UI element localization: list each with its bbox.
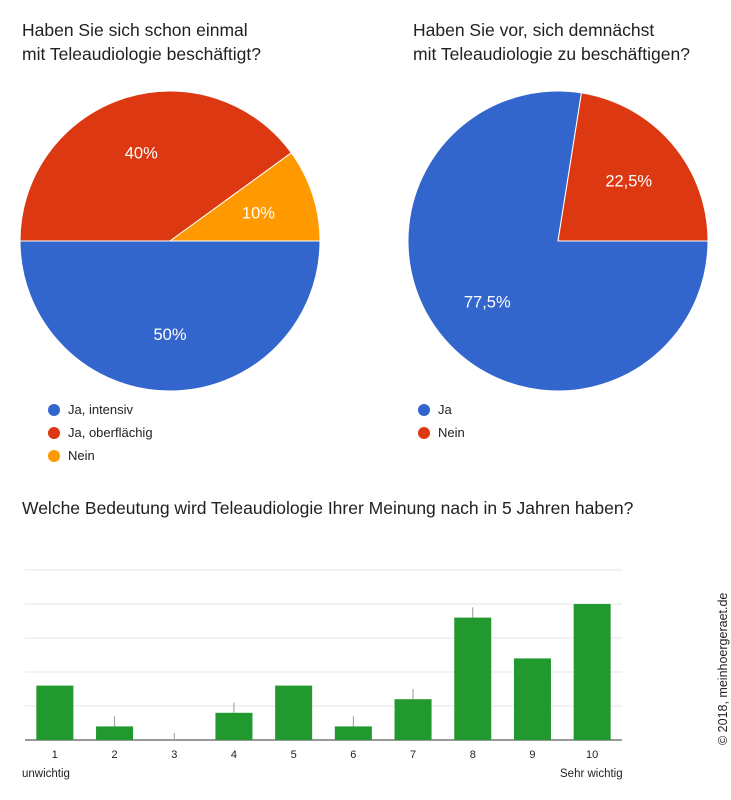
pie1-slice-label-1: 40% bbox=[125, 145, 158, 163]
bar bbox=[96, 726, 134, 740]
pie1-slice-1 bbox=[19, 90, 293, 242]
pie1-slice-label-2: 10% bbox=[242, 204, 275, 222]
pie2-legend: Ja Nein bbox=[418, 398, 465, 444]
pie1-slice-0 bbox=[19, 240, 321, 392]
bar bbox=[215, 712, 253, 740]
pie1-title: Haben Sie sich schon einmal mit Teleaudi… bbox=[22, 20, 262, 64]
legend-dot-icon bbox=[418, 403, 430, 416]
legend-dot-icon bbox=[48, 403, 60, 416]
pie1-legend-item: Nein bbox=[48, 444, 153, 467]
copyright-text: © 2018, meinhoergeraet.de bbox=[716, 592, 730, 745]
x-tick-label: 9 bbox=[529, 749, 535, 760]
pie1-slice-2 bbox=[168, 152, 321, 242]
x-tick-label: 6 bbox=[350, 749, 356, 760]
bar-chart-title: Welche Bedeutung wird Teleaudiologie Ihr… bbox=[22, 498, 634, 518]
bar bbox=[275, 685, 313, 740]
pie1-legend-label: Ja, oberflächig bbox=[68, 425, 153, 440]
x-tick-label: 5 bbox=[291, 749, 297, 760]
pie1-slice-label-0: 50% bbox=[153, 326, 186, 344]
x-end-label: Sehr wichtig bbox=[560, 768, 623, 780]
pie1-legend-item: Ja, intensiv bbox=[48, 398, 153, 421]
bar bbox=[394, 699, 432, 740]
pie2-legend-label: Nein bbox=[438, 425, 465, 440]
x-tick-label: 10 bbox=[586, 749, 598, 760]
pie1-legend: Ja, intensiv Ja, oberflächig Nein bbox=[48, 398, 153, 467]
bar-chart-importance: 1 2 3 4 5 6 7 8 9 10 bbox=[25, 569, 622, 760]
legend-dot-icon bbox=[418, 426, 430, 439]
x-tick-label: 1 bbox=[52, 749, 58, 760]
bar bbox=[513, 658, 551, 740]
pie2-legend-label: Ja bbox=[438, 402, 452, 417]
x-start-label: unwichtig bbox=[22, 768, 70, 780]
pie2-title: Haben Sie vor, sich demnächst mit Teleau… bbox=[413, 20, 690, 64]
pie2-legend-item: Nein bbox=[418, 421, 465, 444]
bar bbox=[36, 685, 74, 740]
bar bbox=[334, 726, 372, 740]
pie2-legend-item: Ja bbox=[418, 398, 465, 421]
bar bbox=[454, 617, 492, 740]
x-tick-label: 4 bbox=[231, 749, 237, 760]
pie-chart-plans: 77,5% 22,5% bbox=[407, 90, 709, 392]
pie2-slice-label-0: 77,5% bbox=[464, 293, 511, 311]
pie1-legend-label: Nein bbox=[68, 448, 95, 463]
pie1-legend-label: Ja, intensiv bbox=[68, 402, 134, 417]
pie2-slice-1 bbox=[557, 92, 709, 242]
pie1-legend-item: Ja, oberflächig bbox=[48, 421, 153, 444]
x-tick-label: 3 bbox=[171, 749, 177, 760]
x-tick-label: 2 bbox=[111, 749, 117, 760]
pie-chart-experience: 50% 40% 10% bbox=[19, 90, 321, 392]
bar bbox=[573, 604, 611, 740]
pie2-slice-label-1: 22,5% bbox=[605, 173, 652, 191]
x-tick-label: 7 bbox=[410, 749, 416, 760]
legend-dot-icon bbox=[48, 449, 60, 462]
x-tick-label: 8 bbox=[470, 749, 476, 760]
legend-dot-icon bbox=[48, 426, 60, 439]
